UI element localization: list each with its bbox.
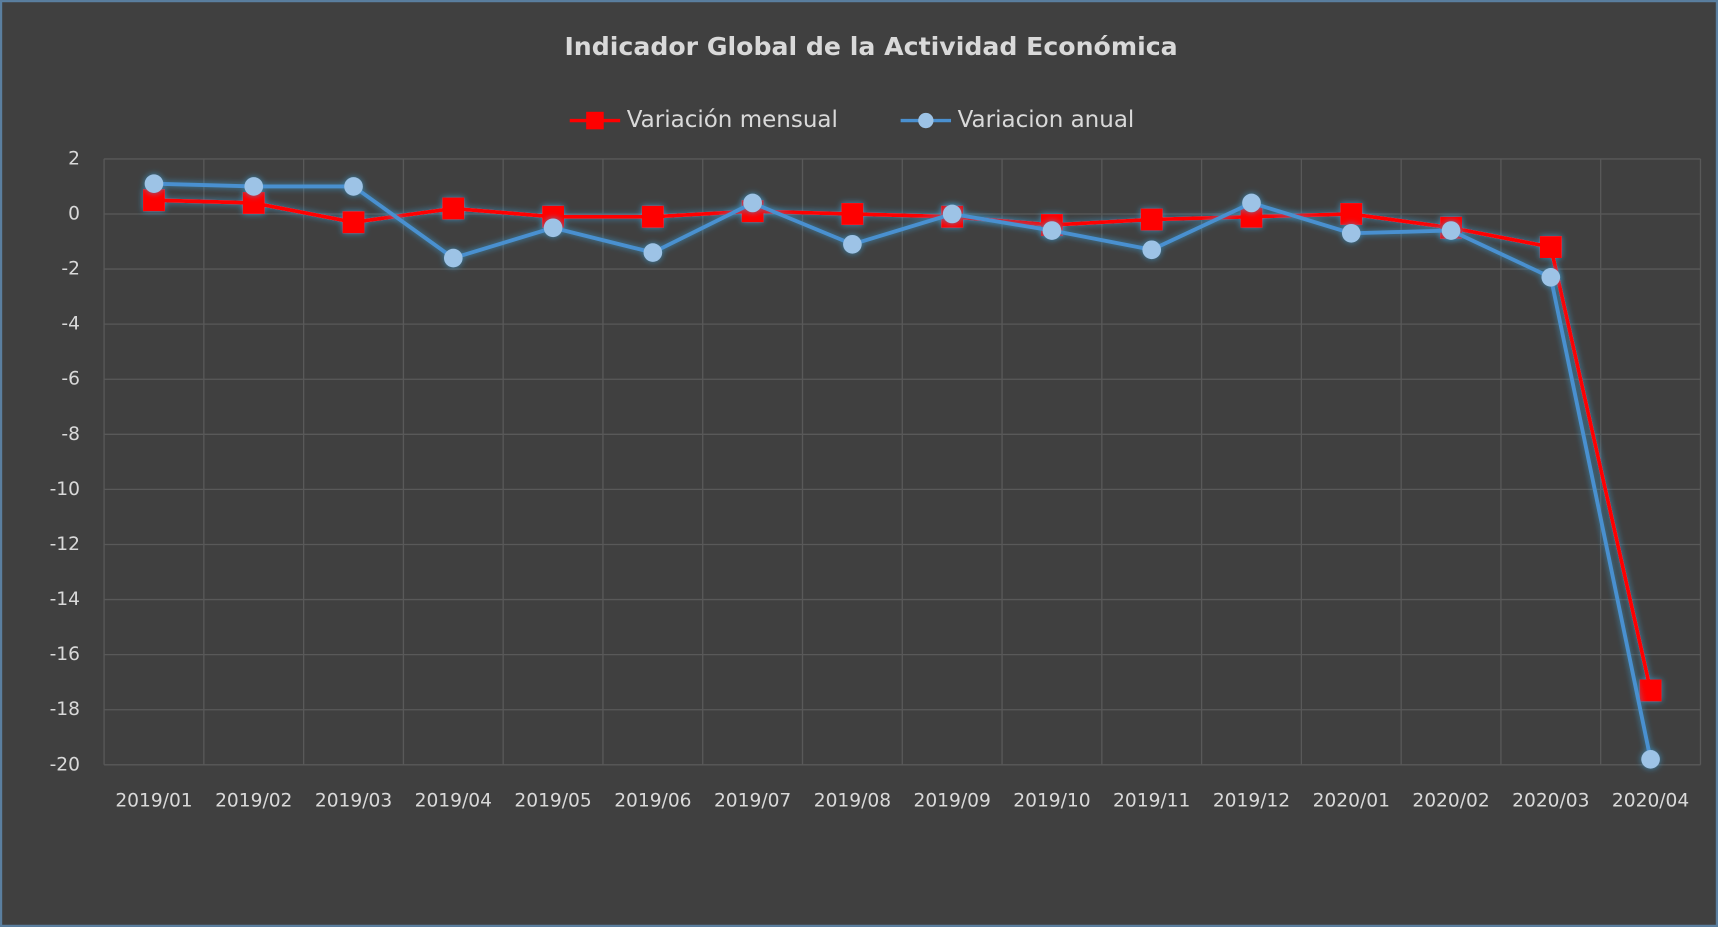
x-tick-label: 2019/08 xyxy=(814,790,891,811)
point xyxy=(1441,221,1461,240)
point xyxy=(543,218,563,238)
y-tick-label: -16 xyxy=(50,644,80,665)
x-tick-label: 2020/01 xyxy=(1313,790,1390,811)
point xyxy=(442,197,465,220)
point xyxy=(1541,268,1561,287)
point xyxy=(841,203,864,225)
y-tick-label: -20 xyxy=(50,754,80,775)
legend-marker xyxy=(918,112,934,129)
y-tick-label: 2 xyxy=(68,148,80,169)
point xyxy=(1140,208,1163,231)
point xyxy=(942,204,962,224)
point xyxy=(1042,221,1062,240)
y-tick-label: -8 xyxy=(61,424,80,445)
legend-marker xyxy=(586,111,604,130)
x-tick-label: 2019/01 xyxy=(115,790,192,811)
point xyxy=(1639,679,1662,702)
y-tick-label: -4 xyxy=(61,314,80,335)
x-tick-label: 2019/03 xyxy=(315,790,392,811)
x-tick-label: 2019/09 xyxy=(914,790,991,811)
point xyxy=(1142,240,1162,260)
legend-label: Variación mensual xyxy=(627,107,838,133)
series-line xyxy=(153,198,1653,691)
series xyxy=(144,174,1660,769)
x-tick-label: 2019/02 xyxy=(215,790,292,811)
point xyxy=(344,177,363,196)
point xyxy=(643,243,663,262)
point xyxy=(1242,193,1261,213)
x-tick-label: 2020/02 xyxy=(1412,790,1489,811)
y-tick-label: -10 xyxy=(50,479,80,500)
x-tick-label: 2019/11 xyxy=(1113,790,1190,811)
point xyxy=(641,205,664,228)
x-tick-label: 2019/07 xyxy=(714,790,791,811)
point xyxy=(1641,749,1660,769)
x-tick-label: 2019/04 xyxy=(415,790,492,811)
point xyxy=(144,174,164,194)
point xyxy=(1340,203,1363,225)
x-tick-label: 2019/10 xyxy=(1013,790,1090,811)
series-line xyxy=(153,181,1653,760)
x-tick-label: 2019/06 xyxy=(614,790,691,811)
point xyxy=(1539,236,1562,258)
point xyxy=(743,193,762,213)
point xyxy=(1240,205,1263,228)
y-tick-label: -18 xyxy=(50,699,80,720)
y-tick-label: 0 xyxy=(68,203,80,224)
point xyxy=(843,234,862,254)
point xyxy=(143,189,165,212)
y-tick-label: -6 xyxy=(61,369,80,390)
point xyxy=(242,192,265,214)
y-tick-label: -12 xyxy=(50,534,80,555)
chart-title: Indicador Global de la Actividad Económi… xyxy=(564,32,1177,61)
series xyxy=(143,189,1662,702)
legend-label: Variacion anual xyxy=(958,107,1135,133)
y-tick-label: -2 xyxy=(61,259,80,280)
x-tick-label: 2019/12 xyxy=(1213,790,1290,811)
x-tick-label: 2020/04 xyxy=(1612,790,1689,811)
x-tick-label: 2019/05 xyxy=(514,790,591,811)
point xyxy=(244,177,264,196)
point xyxy=(342,211,365,234)
point xyxy=(1341,223,1361,243)
y-tick-label: -14 xyxy=(50,589,80,610)
point xyxy=(443,248,463,268)
x-tick-label: 2020/03 xyxy=(1512,790,1589,811)
